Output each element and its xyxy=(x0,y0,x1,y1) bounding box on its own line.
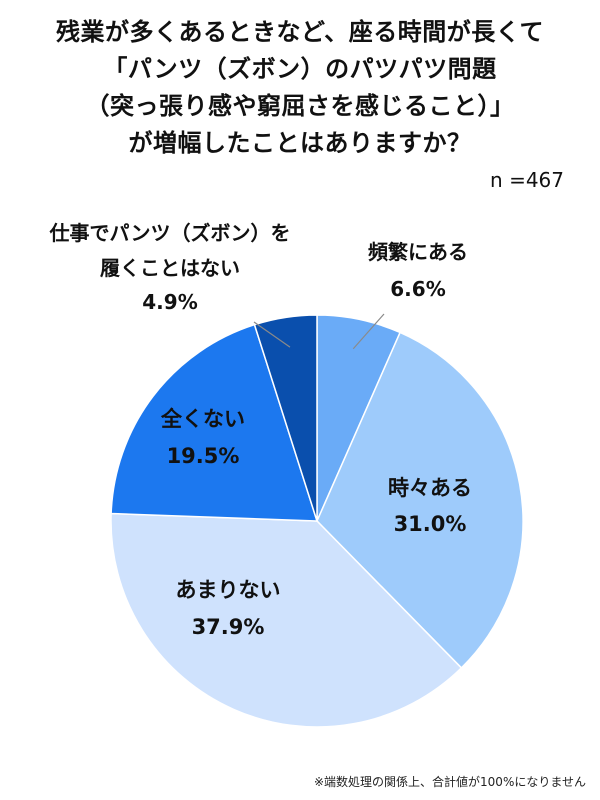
slice-value-no-pants: 4.9% xyxy=(142,290,197,314)
slice-never xyxy=(110,323,319,522)
slice-label-sometimes: 時々ある xyxy=(388,476,472,500)
leader-line-no-pants xyxy=(253,321,291,348)
slice-label-frequent: 頻繁にある xyxy=(368,240,468,264)
title-line-4: が増幅したことはありますか？ xyxy=(128,129,472,157)
title-line-2: 「パンツ（ズボン）のパツパツ問題 xyxy=(103,55,497,83)
leader-line-frequent xyxy=(352,313,385,350)
footnote: ※端数処理の関係上、合計値が100%になりません xyxy=(313,775,586,789)
title-line-3: （突っ張り感や窮屈さを感じること）」 xyxy=(85,92,515,120)
title-line-1: 残業が多くあるときなど、座る時間が長くて xyxy=(55,18,545,46)
leader-lines xyxy=(253,313,385,350)
slice-value-sometimes: 31.0% xyxy=(394,512,467,536)
slice-label-no-pants-line2: 履くことはない xyxy=(100,256,240,280)
slice-label-never: 全くない xyxy=(160,407,245,431)
pie-slices xyxy=(110,314,524,728)
chart-title: 残業が多くあるときなど、座る時間が長くて 「パンツ（ズボン）のパツパツ問題 （突… xyxy=(0,14,600,162)
slice-sometimes xyxy=(316,331,524,669)
sample-size: n =467 xyxy=(490,168,564,192)
slice-value-never: 19.5% xyxy=(167,444,240,468)
slice-value-frequent: 6.6% xyxy=(390,277,445,301)
slice-rarely xyxy=(110,512,463,728)
slice-label-no-pants-line1: 仕事でパンツ（ズボン）を xyxy=(49,221,291,245)
slice-no-pants xyxy=(253,314,318,522)
slice-value-rarely: 37.9% xyxy=(192,615,265,639)
slice-label-rarely: あまりない xyxy=(176,578,281,602)
